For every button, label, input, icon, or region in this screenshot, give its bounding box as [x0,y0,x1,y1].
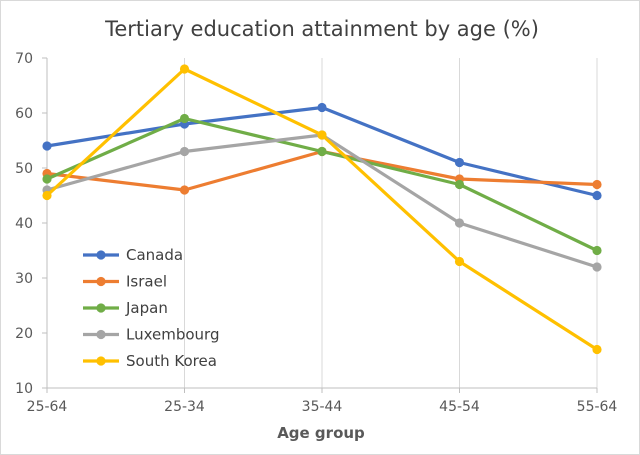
y-axis-ticks: 10 20 30 40 50 60 70 [15,51,47,397]
legend-swatch-marker [96,329,106,340]
data-point-luxembourg [454,218,465,228]
chart-title: Tertiary education attainment by age (%) [104,17,539,41]
x-tick-label: 35-44 [302,399,343,415]
series-group [42,64,602,355]
x-axis-label: Age group [277,424,365,442]
series-canada [42,102,602,201]
gridlines [184,58,598,388]
data-point-canada [592,190,602,201]
x-tick-label: 45-54 [439,399,480,415]
x-tick-label: 25-64 [27,399,68,415]
data-point-japan [42,174,52,184]
data-point-israel [592,179,602,190]
data-point-canada [317,102,327,113]
data-point-japan [454,179,465,190]
data-point-south-korea [179,64,190,74]
legend-label: Luxembourg [126,326,220,344]
y-tick-label: 10 [15,381,33,397]
legend-swatch-marker [96,356,106,366]
legend: Canada Israel Japan Luxembourg South Korea [83,246,220,370]
y-tick-label: 60 [15,106,33,122]
data-point-luxembourg [179,146,190,157]
legend-label: Canada [126,246,183,264]
data-point-luxembourg [592,262,602,272]
legend-swatch-marker [96,303,106,313]
data-point-japan [592,245,602,256]
data-point-south-korea [42,190,52,201]
data-point-south-korea [454,256,465,267]
x-tick-label: 25-34 [164,399,205,415]
y-tick-label: 40 [15,216,33,232]
x-axis-ticks: 25-64 25-34 35-44 45-54 55-64 [27,388,618,415]
legend-label: Israel [126,273,167,291]
data-point-canada [454,157,465,168]
legend-item-japan: Japan [83,299,168,317]
legend-item-luxembourg: Luxembourg [83,326,220,344]
data-point-south-korea [317,130,327,140]
data-point-israel [179,185,190,195]
y-tick-label: 50 [15,161,33,177]
y-tick-label: 30 [15,271,33,287]
legend-label: South Korea [126,352,217,370]
legend-item-south-korea: South Korea [83,352,217,370]
data-point-south-korea [592,344,602,355]
data-point-japan [179,113,190,124]
y-tick-label: 70 [15,51,33,67]
legend-item-canada: Canada [83,246,183,264]
series-south-korea [42,64,602,355]
data-point-canada [42,141,52,151]
legend-swatch-marker [96,250,106,260]
y-tick-label: 20 [15,326,33,342]
data-point-japan [317,146,327,157]
series-japan [42,113,602,256]
legend-item-israel: Israel [83,273,167,291]
legend-swatch-marker [96,276,106,287]
legend-label: Japan [125,299,168,317]
x-tick-label: 55-64 [577,399,618,415]
